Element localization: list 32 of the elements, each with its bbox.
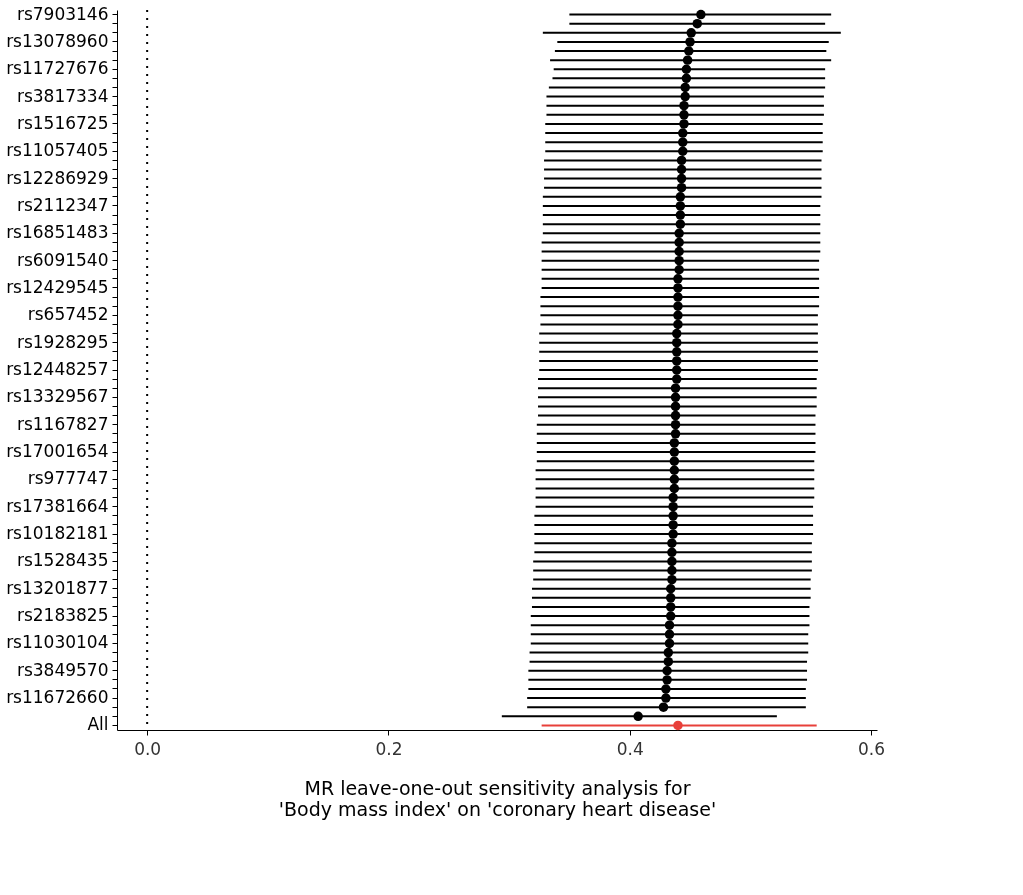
x-axis-title: MR leave-one-out sensitivity analysis for 'Body mass index' on 'coronary heart disease' bbox=[278, 776, 717, 820]
y-tick-label: rs7903146 bbox=[16, 3, 109, 24]
y-tick-label: rs11030104 bbox=[6, 632, 109, 653]
y-tick-label: All bbox=[87, 714, 109, 735]
y-tick-label: rs977747 bbox=[27, 468, 109, 489]
y-tick-label: rs1528435 bbox=[16, 550, 109, 571]
y-tick-label: rs13078960 bbox=[6, 30, 109, 51]
y-tick-label: rs657452 bbox=[27, 304, 109, 325]
y-tick-label: rs11672660 bbox=[6, 687, 109, 708]
y-tick-label: rs6091540 bbox=[16, 249, 109, 270]
x-tick-label: 0.2 bbox=[375, 738, 403, 759]
y-tick-label: rs17381664 bbox=[6, 495, 109, 516]
y-tick-label: rs11057405 bbox=[6, 140, 109, 161]
y-tick-label: rs12286929 bbox=[6, 167, 109, 188]
y-tick-label: rs1516725 bbox=[16, 112, 109, 133]
x-tick-label: 0.6 bbox=[857, 738, 885, 759]
y-tick-label: rs17001654 bbox=[6, 441, 109, 462]
y-tick-label: rs12448257 bbox=[6, 359, 109, 379]
y-tick-label: rs16851483 bbox=[6, 222, 109, 243]
y-tick-label: rs13201877 bbox=[6, 577, 109, 598]
y-tick-label: rs13329567 bbox=[6, 386, 109, 407]
y-tick-label: rs3817334 bbox=[16, 85, 109, 106]
y-tick-label: rs1167827 bbox=[16, 413, 109, 434]
y-tick-label: rs11727676 bbox=[6, 58, 109, 79]
y-tick-label: rs2183825 bbox=[16, 605, 109, 626]
x-tick-label: 0.4 bbox=[616, 738, 644, 759]
y-tick-label: rs10182181 bbox=[6, 523, 109, 544]
y-tick-label: rs12429545 bbox=[6, 276, 109, 297]
y-tick-label: rs2112347 bbox=[16, 194, 109, 215]
x-tick-label: 0.0 bbox=[134, 738, 162, 759]
y-tick-label: rs1928295 bbox=[16, 331, 109, 352]
y-tick-label: rs3849570 bbox=[16, 659, 109, 680]
